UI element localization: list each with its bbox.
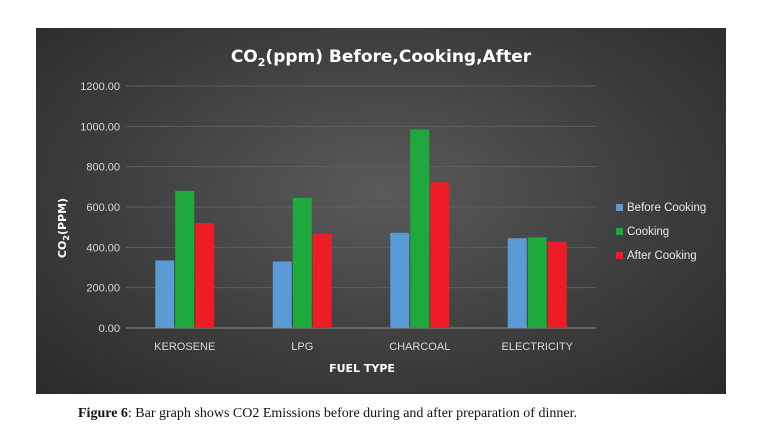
chart-panel: CO2(ppm) Before,Cooking,After 0.00 200.00…: [36, 28, 726, 394]
y-tick-label: 600.00: [86, 202, 120, 214]
bar: [390, 232, 410, 328]
legend-swatch: [616, 228, 623, 235]
bar: [195, 223, 215, 328]
y-axis-title: CO2(PPM): [56, 198, 71, 258]
bar: [527, 237, 547, 328]
y-tick-label: 400.00: [86, 242, 120, 254]
bar: [155, 260, 175, 328]
bar: [175, 190, 195, 328]
bar-chart: CO2(ppm) Before,Cooking,After 0.00200.00…: [56, 47, 706, 375]
bar: [272, 261, 292, 328]
category-label: CHARCOAL: [389, 341, 450, 353]
y-axis-title-subscript: 2: [62, 235, 71, 241]
bar: [507, 238, 527, 328]
y-tick-label: 1000.00: [80, 121, 120, 133]
y-axis-title-prefix: CO: [56, 241, 69, 258]
chart-title-prefix: CO: [231, 47, 258, 67]
bar: [410, 129, 430, 328]
bars: [155, 129, 567, 328]
bar: [430, 182, 450, 328]
y-tick-label: 1200.00: [80, 81, 120, 93]
chart-title: CO2(ppm) Before,Cooking,After: [231, 47, 532, 69]
chart-title-rest: (ppm) Before,Cooking,After: [265, 47, 531, 67]
bar: [312, 233, 332, 328]
y-tick-label: 800.00: [86, 162, 120, 174]
caption-label: Figure 6: [78, 406, 128, 421]
legend-label: After Cooking: [627, 250, 697, 262]
legend-swatch: [616, 252, 623, 259]
bar: [292, 197, 312, 328]
legend-swatch: [616, 204, 623, 211]
y-tick-label: 0.00: [99, 323, 120, 335]
y-axis-title-rest: (PPM): [56, 198, 69, 235]
legend-label: Cooking: [627, 226, 669, 238]
category-labels: KEROSENE LPG CHARCOAL ELECTRICITY: [154, 341, 573, 353]
bar: [547, 241, 567, 328]
category-label: ELECTRICITY: [501, 341, 573, 353]
category-label: LPG: [291, 341, 313, 353]
y-tick-label: 200.00: [86, 283, 120, 295]
chart-title-subscript: 2: [258, 56, 266, 69]
legend-label: Before Cooking: [627, 202, 706, 214]
category-label: KEROSENE: [154, 341, 215, 353]
legend: Before Cooking Cooking After Cooking: [616, 202, 706, 262]
figure-caption: Figure 6: Bar graph shows CO2 Emissions …: [78, 406, 758, 422]
caption-text: : Bar graph shows CO2 Emissions before d…: [127, 406, 577, 421]
x-axis-title: FUEL TYPE: [329, 362, 395, 375]
y-tick-labels: 0.00 200.00 400.00 600.00 800.00 1000.00 1200.…: [80, 81, 120, 335]
